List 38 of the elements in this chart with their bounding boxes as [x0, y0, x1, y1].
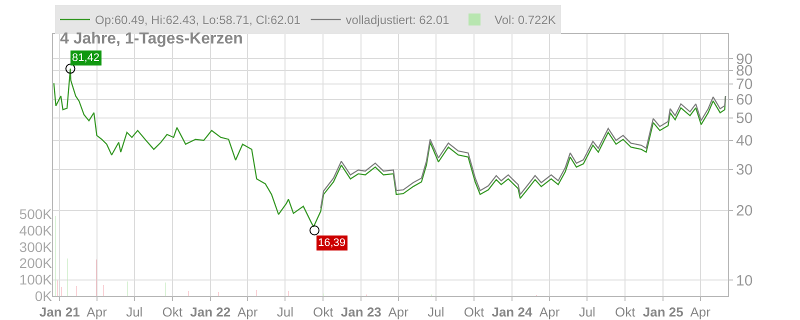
x-tick-label: Okt [464, 304, 484, 320]
annotation: 16,39 [318, 237, 346, 249]
x-tick-label: Okt [162, 304, 183, 320]
x-tick-label: Apr [539, 304, 560, 320]
line-series [320, 96, 726, 209]
legend-label: Vol: 0.722K [494, 13, 556, 28]
chart-title: 4 Jahre, 1-Tages-Kerzen [60, 30, 243, 48]
x-tick-label: Okt [313, 304, 334, 320]
x-tick-label: Jan 21 [39, 304, 80, 320]
x-tick-label: Jan 24 [492, 304, 533, 320]
y-tick-label: 70 [736, 76, 753, 94]
x-tick-label: Apr [237, 304, 258, 320]
y2-tick-label: 0K [34, 288, 53, 304]
y2-tick-label: 200K [19, 255, 53, 272]
x-tick-label: Apr [690, 304, 712, 320]
x-tick-label: Jan 22 [190, 304, 231, 320]
x-tick-label: Apr [388, 304, 410, 320]
x-tick-label: Jan 23 [340, 304, 382, 320]
x-tick-label: Jan 25 [642, 304, 684, 320]
x-tick-label: Jul [126, 304, 143, 320]
y2-tick-label: 100K [19, 272, 53, 288]
y-tick-label: 20 [736, 202, 753, 220]
y2-tick-label: 500K [19, 206, 53, 222]
y-tick-label: 60 [736, 92, 753, 109]
y-tick-label: 40 [736, 132, 753, 150]
annotation: 81,42 [72, 52, 100, 64]
x-tick-label: Apr [86, 304, 108, 320]
y-tick-label: 10 [736, 272, 753, 290]
y-tick-label: 30 [736, 162, 753, 179]
y2-tick-label: 300K [19, 238, 53, 255]
x-tick-label: Jul [578, 304, 596, 320]
x-tick-label: Jul [428, 304, 444, 320]
y2-tick-label: 400K [19, 222, 53, 238]
x-tick-label: Jul [276, 304, 294, 320]
y-tick-label: 50 [736, 110, 753, 128]
legend-label: volladjustiert: 62.01 [346, 13, 450, 28]
legend-label: Op:60.49, Hi:62.43, Lo:58.71, Cl:62.01 [95, 13, 301, 28]
x-tick-label: Okt [615, 304, 636, 320]
